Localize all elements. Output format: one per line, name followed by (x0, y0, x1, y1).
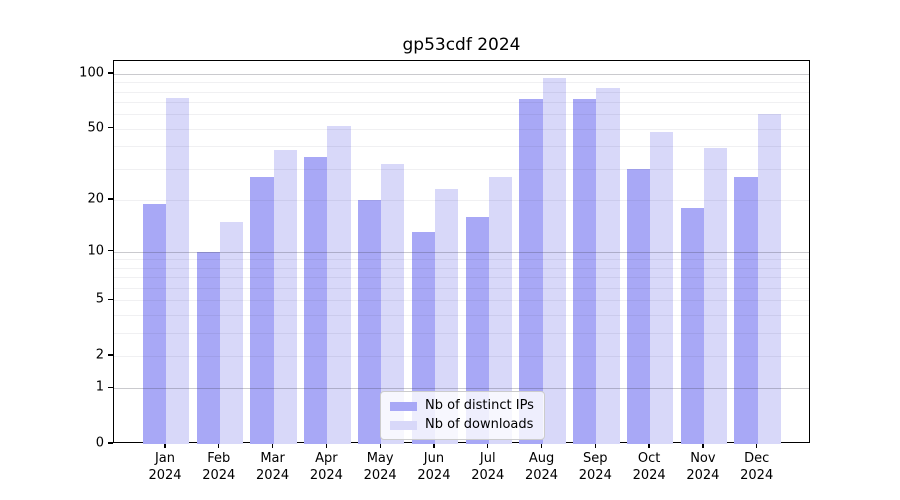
x-tick-label: Jun 2024 (417, 451, 451, 483)
x-tick-label: Apr 2024 (309, 451, 343, 483)
bar-downloads-sep (596, 87, 620, 444)
x-tick-label: May 2024 (363, 451, 397, 483)
gridline-minor (114, 82, 809, 84)
x-tick-label: Dec 2024 (740, 451, 774, 483)
legend-item-downloads: Nb of downloads (390, 417, 534, 433)
bar-ips-aug (519, 98, 543, 444)
gridline-minor (114, 102, 809, 104)
bar-downloads-feb (219, 221, 243, 444)
x-tick (648, 443, 650, 448)
y-tick-label: 50 (87, 120, 104, 136)
legend-swatch (390, 401, 417, 411)
x-tick-label: Sep 2024 (578, 451, 612, 483)
gridline-minor (114, 91, 809, 93)
bar-downloads-mar (273, 150, 297, 444)
y-tick (108, 250, 113, 252)
x-tick (218, 443, 220, 448)
legend-item-distinct-ips: Nb of distinct IPs (390, 398, 534, 414)
y-tick (108, 354, 113, 356)
y-tick-label: 0 (95, 435, 104, 451)
legend-label: Nb of downloads (425, 417, 534, 432)
bar-downloads-jan (166, 97, 190, 444)
bar-ips-may (357, 199, 382, 444)
x-tick (379, 443, 381, 448)
y-tick-label: 100 (79, 65, 104, 81)
bar-ips-jan (142, 203, 166, 444)
legend-swatch (390, 420, 417, 430)
bar-ips-sep (573, 98, 597, 444)
bar-ips-oct (626, 168, 651, 444)
x-tick-label: Jul 2024 (471, 451, 505, 483)
bar-downloads-aug (542, 78, 566, 444)
y-tick (108, 72, 113, 74)
bar-ips-mar (250, 176, 274, 444)
plot-area: Nb of distinct IPs Nb of downloads (113, 60, 810, 444)
y-tick-label: 2 (95, 347, 104, 363)
bar-downloads-jun (434, 189, 459, 444)
y-tick (108, 386, 113, 389)
x-tick (756, 443, 758, 448)
bar-downloads-jul (488, 176, 512, 444)
y-tick (108, 127, 113, 129)
bar-downloads-oct (650, 131, 674, 444)
gridline-major (114, 74, 809, 75)
x-tick (433, 443, 435, 448)
bar-ips-nov (680, 207, 704, 444)
x-tick (325, 443, 328, 448)
gridline-minor (114, 146, 809, 148)
x-tick-label: Jan 2024 (148, 451, 182, 483)
bar-downloads-may (381, 163, 405, 444)
y-tick (108, 442, 113, 444)
bar-ips-jul (465, 216, 489, 444)
y-tick (108, 198, 113, 200)
x-tick (271, 443, 274, 448)
x-tick (594, 443, 596, 448)
y-tick-label: 20 (87, 191, 104, 207)
legend: Nb of distinct IPs Nb of downloads (380, 391, 545, 440)
x-tick-label: Mar 2024 (256, 451, 290, 483)
gridline-minor (114, 128, 809, 130)
chart-title: gp53cdf 2024 (402, 35, 521, 55)
y-tick-label: 10 (87, 243, 104, 259)
x-tick-label: Aug 2024 (524, 451, 559, 483)
legend-label: Nb of distinct IPs (425, 398, 534, 413)
x-tick-label: Feb 2024 (202, 451, 236, 483)
gridline-minor (114, 114, 809, 116)
x-tick-label: Oct 2024 (632, 451, 666, 483)
bar-ips-apr (304, 156, 328, 444)
x-tick (487, 443, 489, 448)
x-tick (540, 443, 543, 448)
bar-downloads-nov (703, 148, 728, 444)
y-tick (108, 298, 113, 300)
bar-ips-dec (734, 176, 758, 444)
bar-ips-feb (196, 251, 220, 444)
x-tick (164, 443, 166, 448)
x-tick-label: Nov 2024 (686, 451, 720, 483)
bar-downloads-apr (327, 125, 351, 444)
y-tick-label: 5 (95, 291, 104, 307)
y-tick-label: 1 (95, 379, 104, 395)
bar-downloads-dec (757, 114, 781, 444)
x-tick (702, 443, 704, 448)
